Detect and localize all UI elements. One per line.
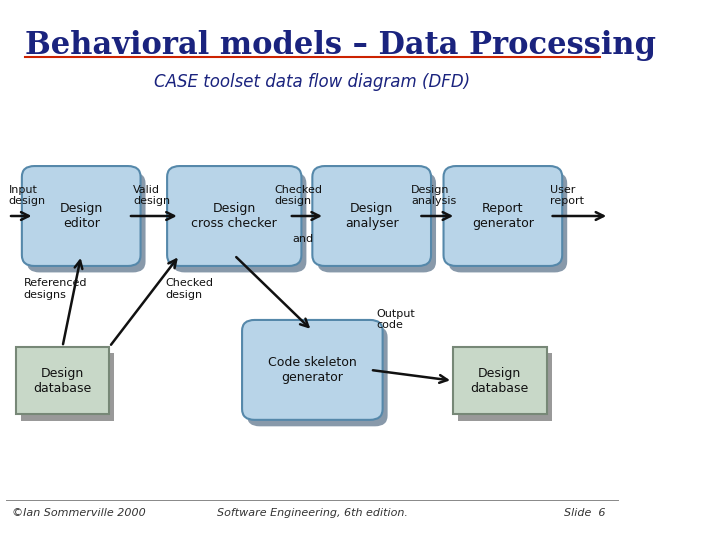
FancyBboxPatch shape xyxy=(247,326,387,427)
FancyBboxPatch shape xyxy=(444,166,562,266)
Text: Code skeleton
generator: Code skeleton generator xyxy=(268,356,356,384)
Text: Software Engineering, 6th edition.: Software Engineering, 6th edition. xyxy=(217,508,408,518)
Text: Design
database: Design database xyxy=(33,367,91,395)
Text: Checked
design: Checked design xyxy=(275,185,323,206)
FancyBboxPatch shape xyxy=(22,166,140,266)
Text: Design
cross checker: Design cross checker xyxy=(192,202,277,230)
Text: CASE toolset data flow diagram (DFD): CASE toolset data flow diagram (DFD) xyxy=(154,73,470,91)
Text: Design
database: Design database xyxy=(471,367,529,395)
Text: Referenced
designs: Referenced designs xyxy=(24,278,87,300)
Bar xyxy=(458,354,552,421)
Text: User
report: User report xyxy=(549,185,584,206)
FancyBboxPatch shape xyxy=(27,173,145,272)
FancyBboxPatch shape xyxy=(318,173,436,272)
Text: Behavioral models – Data Processing: Behavioral models – Data Processing xyxy=(25,30,656,60)
FancyBboxPatch shape xyxy=(167,166,302,266)
Text: Valid
design: Valid design xyxy=(133,185,170,206)
FancyBboxPatch shape xyxy=(242,320,382,420)
Text: Design
editor: Design editor xyxy=(60,202,103,230)
Text: Design
analyser: Design analyser xyxy=(345,202,398,230)
FancyBboxPatch shape xyxy=(449,173,567,272)
Text: ©Ian Sommerville 2000: ©Ian Sommerville 2000 xyxy=(12,508,146,518)
FancyBboxPatch shape xyxy=(172,173,307,272)
Bar xyxy=(16,347,109,415)
Text: Slide  6: Slide 6 xyxy=(564,508,606,518)
Text: Output
code: Output code xyxy=(376,309,415,330)
Text: Report
generator: Report generator xyxy=(472,202,534,230)
Bar xyxy=(453,347,546,415)
FancyBboxPatch shape xyxy=(312,166,431,266)
Text: Input
design: Input design xyxy=(9,185,46,206)
Bar xyxy=(21,354,114,421)
Text: Design
analysis: Design analysis xyxy=(411,185,456,206)
Text: and: and xyxy=(292,234,313,244)
Text: Checked
design: Checked design xyxy=(166,278,214,300)
